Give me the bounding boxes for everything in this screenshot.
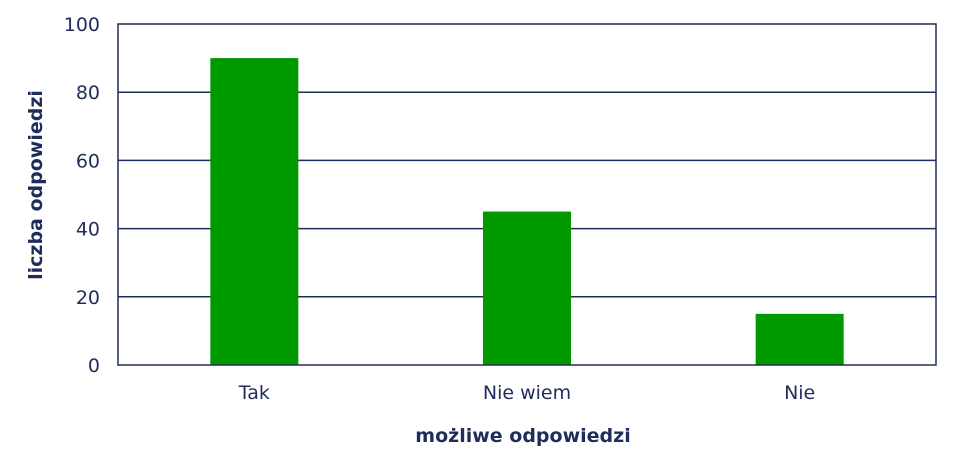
bars bbox=[210, 58, 844, 365]
y-axis-title: liczba odpowiedzi bbox=[25, 90, 47, 280]
bar bbox=[210, 58, 299, 365]
y-tick-label: 60 bbox=[76, 150, 100, 172]
x-tick-label: Nie bbox=[784, 382, 815, 404]
y-tick-label: 100 bbox=[64, 14, 100, 36]
x-axis-title: możliwe odpowiedzi bbox=[415, 425, 630, 447]
y-tick-label: 20 bbox=[76, 287, 100, 309]
x-tick-label: Nie wiem bbox=[483, 382, 571, 404]
x-tick-label: Tak bbox=[238, 382, 270, 404]
y-tick-label: 40 bbox=[76, 219, 100, 241]
plot-frame bbox=[117, 23, 937, 366]
y-tick-label: 80 bbox=[76, 82, 100, 104]
y-tick-label: 0 bbox=[88, 355, 100, 377]
bar bbox=[483, 211, 571, 365]
y-axis-ticks: 0 20 40 60 80 100 bbox=[64, 14, 100, 377]
x-axis-ticks: Tak Nie wiem Nie bbox=[238, 382, 815, 404]
bar bbox=[755, 313, 844, 365]
